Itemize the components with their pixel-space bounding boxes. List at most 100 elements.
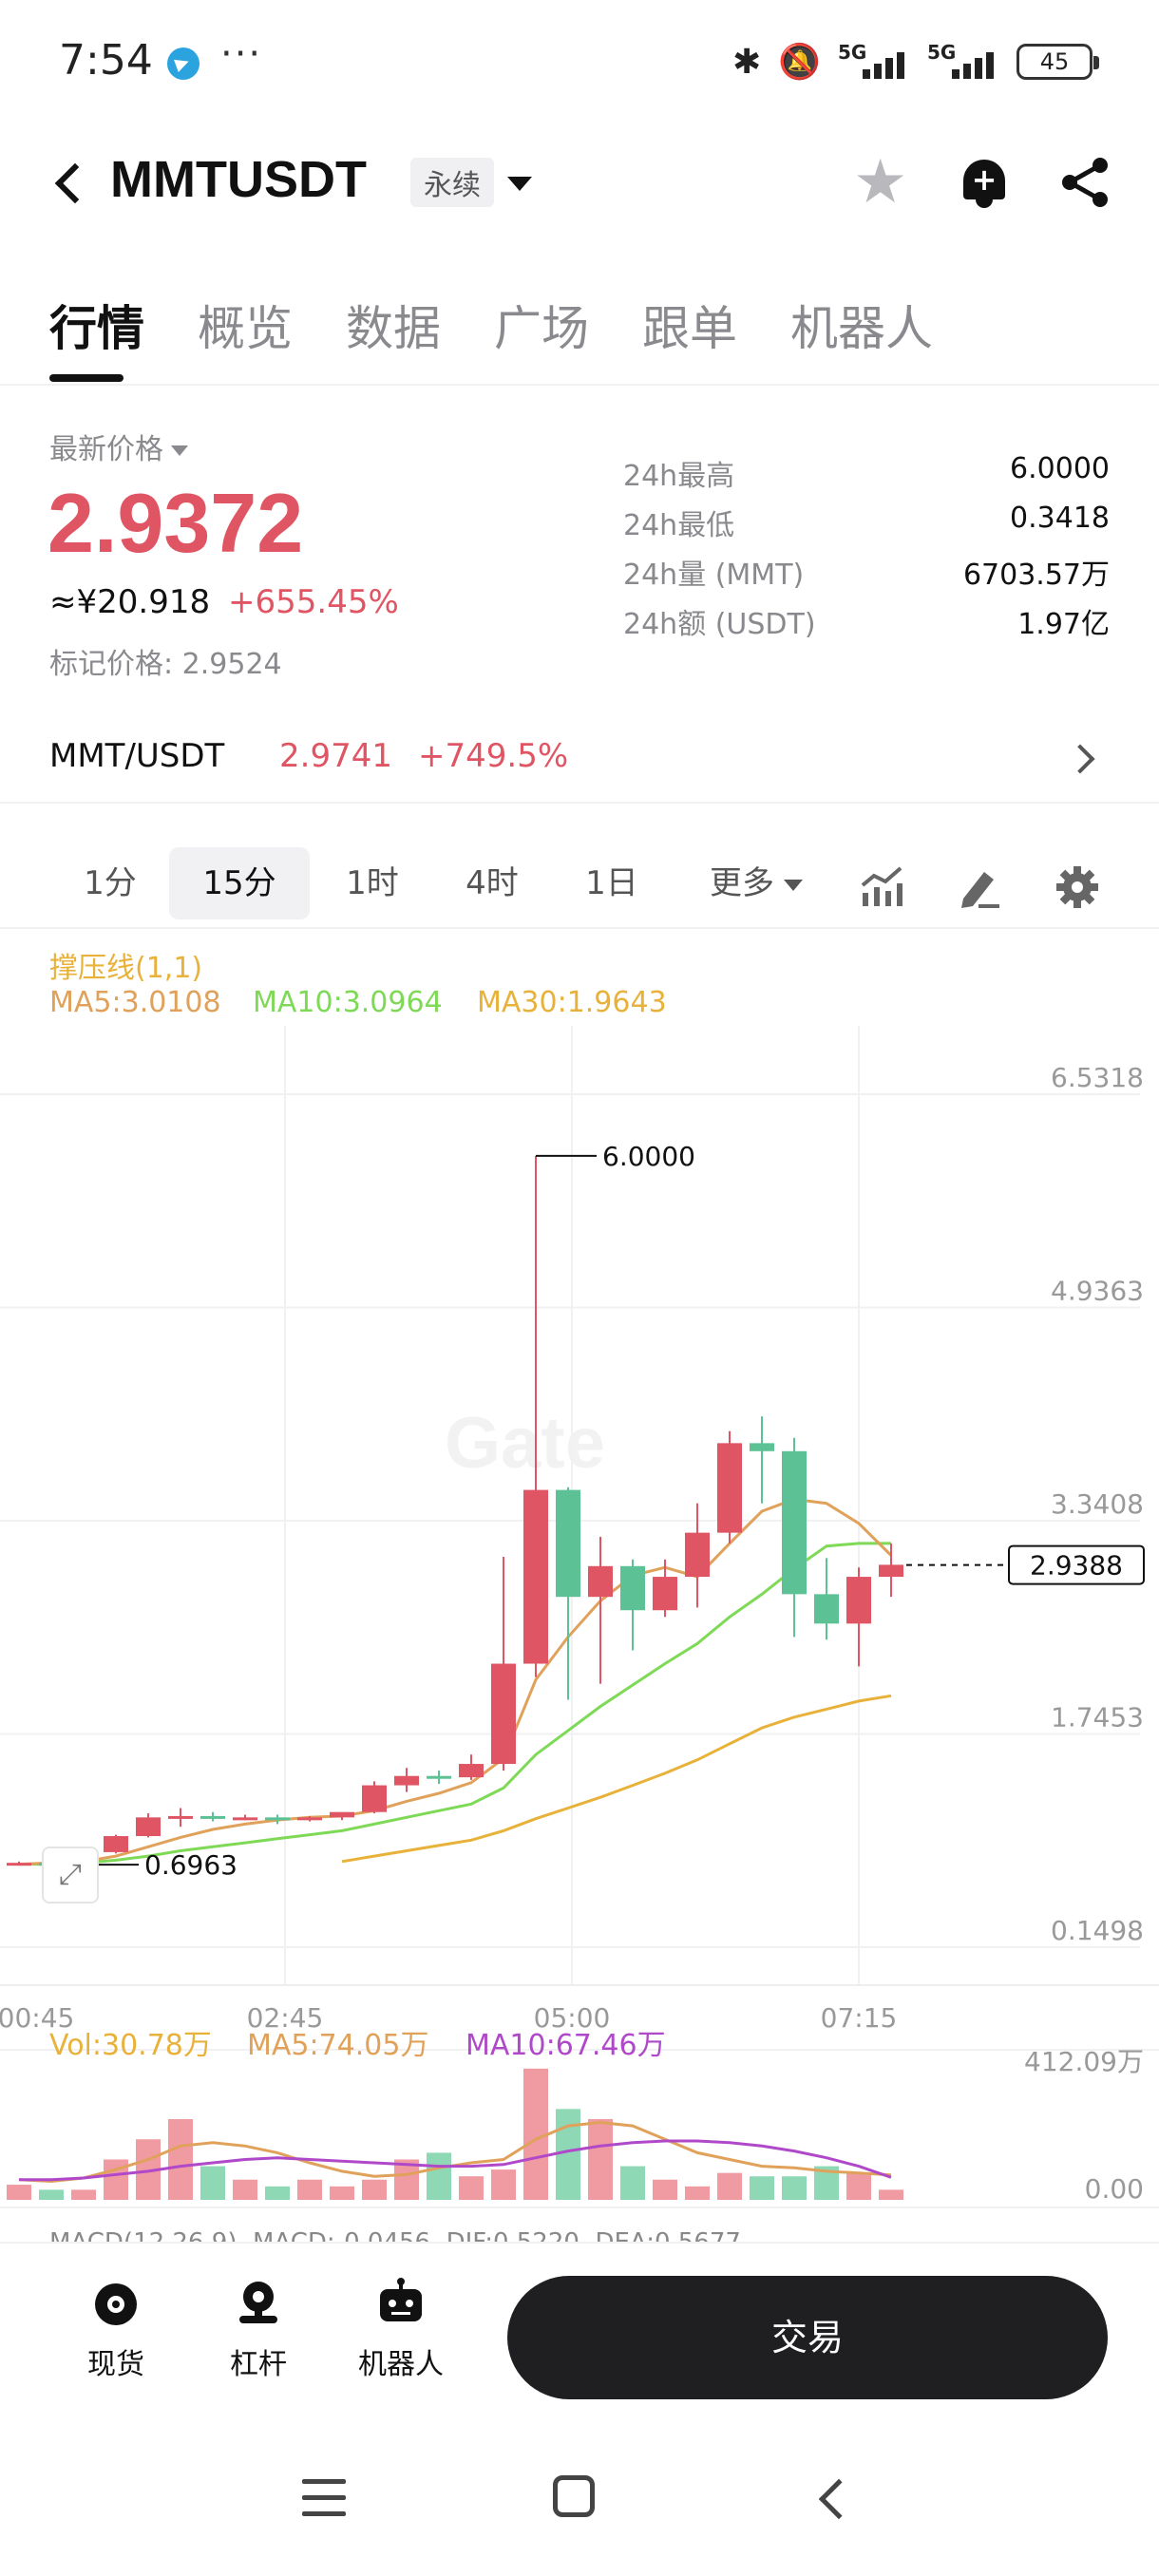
- cny-price: ≈¥20.918: [49, 583, 211, 621]
- trade-button[interactable]: 交易: [507, 2276, 1108, 2399]
- low-marker-label: 0.6963: [144, 1849, 238, 1881]
- main-tabs: 行情 概览 数据 广场 跟单 机器人: [0, 281, 1159, 386]
- price-axis-label: 0.1498: [1051, 1915, 1144, 1946]
- system-nav-bar: [0, 2432, 1159, 2576]
- interval-1d[interactable]: 1日: [585, 864, 638, 902]
- price-axis-label: 3.3408: [1051, 1488, 1144, 1520]
- share-icon[interactable]: [1056, 154, 1113, 211]
- last-price: 2.9372: [48, 476, 304, 570]
- bluetooth-icon: ✱: [732, 42, 762, 82]
- support-resistance-legend[interactable]: 撑压线(1,1): [49, 952, 203, 985]
- volume-bar: [71, 2189, 96, 2200]
- pair-title[interactable]: MMTUSDT: [110, 151, 367, 208]
- back-button[interactable]: [48, 154, 95, 211]
- gate-watermark: Gate: [445, 1403, 605, 1484]
- stat-row: 24h最高 6.0000: [623, 452, 1110, 493]
- bottom-action-bar: 现货 杠杆 机器人 交易: [0, 2242, 1159, 2413]
- volume-ma5-legend: MA5:74.05万: [247, 2029, 429, 2062]
- nav-margin[interactable]: 杠杆: [201, 2278, 315, 2382]
- tab-copy-trading[interactable]: 跟单: [642, 301, 737, 356]
- ma5-legend: MA5:3.0108: [49, 986, 221, 1019]
- favorite-star-icon[interactable]: ★: [853, 147, 908, 218]
- volume-bar: [459, 2176, 484, 2200]
- high-marker-label: 6.0000: [602, 1141, 695, 1172]
- candle-body: [297, 1817, 322, 1821]
- interval-4h[interactable]: 4时: [466, 864, 519, 902]
- volume-ma10-legend: MA10:67.46万: [466, 2029, 666, 2062]
- volume-bar: [782, 2176, 807, 2200]
- volume-bar: [556, 2109, 580, 2200]
- tab-market[interactable]: 行情: [49, 301, 144, 356]
- candle-body: [588, 1565, 613, 1598]
- interval-1h[interactable]: 1时: [346, 864, 399, 902]
- ma10-line: [19, 1542, 891, 1866]
- volume-ma10-line: [19, 2139, 892, 2182]
- candle-body: [782, 1450, 807, 1595]
- spot-icon: [95, 2283, 137, 2325]
- interval-bar: 1分 15分 1时 4时 1日 更多: [0, 824, 1159, 929]
- candle-body: [330, 1811, 354, 1818]
- tab-data[interactable]: 数据: [346, 301, 441, 356]
- interval-15m[interactable]: 15分: [169, 847, 310, 919]
- tab-bots[interactable]: 机器人: [790, 301, 933, 356]
- latest-price-label[interactable]: 最新价格: [49, 426, 188, 467]
- candle-body: [846, 1577, 871, 1624]
- candle-body: [362, 1785, 387, 1812]
- chart-settings-gear-icon[interactable]: [1054, 864, 1100, 910]
- draw-tool-icon[interactable]: [956, 864, 1001, 910]
- interval-more[interactable]: 更多: [690, 847, 823, 919]
- candle-body: [814, 1594, 839, 1624]
- home-icon[interactable]: [553, 2475, 595, 2517]
- active-tab-indicator: [49, 374, 124, 382]
- time-axis-label: 00:45: [0, 2002, 74, 2034]
- status-bar: 7:54 ··· ✱ 🔕 5G 5G 45: [0, 0, 1159, 123]
- volume-bar: [39, 2189, 64, 2200]
- nav-bots[interactable]: 机器人: [344, 2278, 458, 2382]
- candle-body: [104, 1836, 128, 1852]
- volume-legend: Vol:30.78万: [49, 2029, 212, 2062]
- candle-body: [394, 1775, 419, 1786]
- time-axis-label: 05:00: [534, 2002, 611, 2034]
- ma5-line: [18, 1497, 893, 1866]
- mute-icon: 🔕: [778, 43, 821, 82]
- volume-bar: [846, 2172, 871, 2200]
- system-back-icon[interactable]: [818, 2478, 860, 2520]
- tab-square[interactable]: 广场: [494, 301, 589, 356]
- recent-apps-icon[interactable]: [302, 2479, 346, 2517]
- spot-market-link[interactable]: MMT/USDT 2.9741 +749.5%: [0, 722, 1159, 804]
- candlestick-chart[interactable]: 6.5318 4.9363 3.3408 1.7453 0.1498 00:45 02:45…: [0, 1026, 1159, 2242]
- volume-bar: [653, 2179, 677, 2200]
- candle-body: [7, 1863, 31, 1866]
- margin-icon: [239, 2282, 277, 2323]
- candle-body: [427, 1775, 451, 1779]
- price-alert-bell-icon[interactable]: [960, 158, 1009, 208]
- interval-1m[interactable]: 1分: [84, 864, 137, 902]
- contract-type-badge: 永续: [410, 158, 494, 207]
- stat-row: 24h量 (MMT) 6703.57万: [623, 559, 1110, 592]
- tab-overview[interactable]: 概览: [198, 301, 293, 356]
- more-notifications-icon: ···: [220, 32, 263, 76]
- pair-dropdown-icon[interactable]: [507, 177, 532, 191]
- nav-spot[interactable]: 现货: [59, 2278, 173, 2382]
- candle-body: [717, 1443, 742, 1533]
- ma30-legend: MA30:1.9643: [477, 986, 667, 1019]
- price-axis-label: 6.5318: [1051, 1062, 1144, 1093]
- volume-bar: [750, 2176, 774, 2200]
- volume-bar: [491, 2169, 516, 2200]
- indicators-icon[interactable]: [859, 864, 904, 910]
- candle-body: [491, 1663, 516, 1765]
- volume-bar: [7, 2185, 31, 2200]
- ma30-line: [341, 1694, 892, 1864]
- spot-price: 2.9741: [279, 737, 392, 775]
- spot-change-percent: +749.5%: [418, 737, 569, 775]
- status-time: 7:54: [59, 36, 153, 85]
- battery-icon: 45: [1016, 44, 1099, 80]
- volume-axis-zero: 0.00: [1085, 2173, 1144, 2205]
- volume-bar: [233, 2179, 257, 2200]
- expand-chart-icon[interactable]: ⤢: [42, 1847, 99, 1904]
- telegram-icon: [167, 47, 200, 80]
- volume-bar: [297, 2179, 322, 2200]
- candle-body: [620, 1565, 645, 1611]
- volume-bar: [717, 2172, 742, 2200]
- time-axis-label: 07:15: [821, 2002, 898, 2034]
